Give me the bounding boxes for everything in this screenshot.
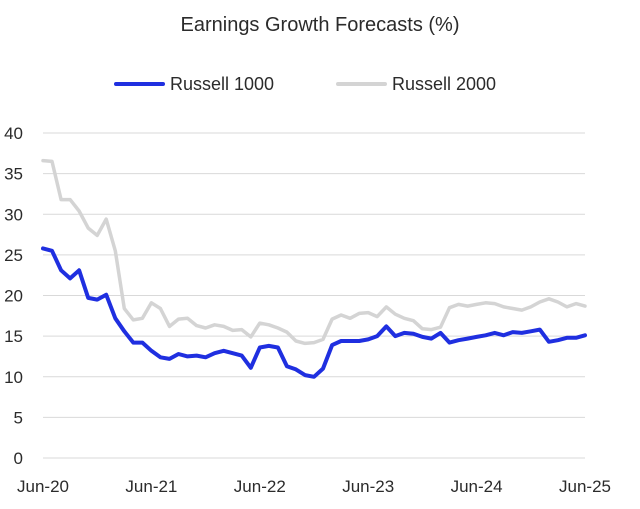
y-tick-label: 5 (14, 408, 23, 427)
y-tick-label: 20 (4, 287, 23, 306)
y-tick-label: 15 (4, 327, 23, 346)
y-tick-label: 25 (4, 246, 23, 265)
x-tick-label: Jun-23 (342, 477, 394, 496)
series-line-russell-1000 (41, 246, 587, 379)
legend-label: Russell 2000 (392, 74, 496, 94)
series-line-russell-2000 (41, 158, 587, 346)
x-tick-label: Jun-25 (559, 477, 611, 496)
y-tick-label: 10 (4, 368, 23, 387)
x-tick-label: Jun-24 (451, 477, 503, 496)
x-tick-label: Jun-20 (17, 477, 69, 496)
chart-title: Earnings Growth Forecasts (%) (180, 14, 460, 36)
y-tick-label: 30 (4, 205, 23, 224)
x-tick-label: Jun-22 (234, 477, 286, 496)
legend-label: Russell 1000 (170, 74, 274, 94)
y-tick-label: 35 (4, 165, 23, 184)
y-tick-label: 40 (4, 124, 23, 143)
y-tick-label: 0 (14, 449, 23, 468)
x-tick-label: Jun-21 (125, 477, 177, 496)
